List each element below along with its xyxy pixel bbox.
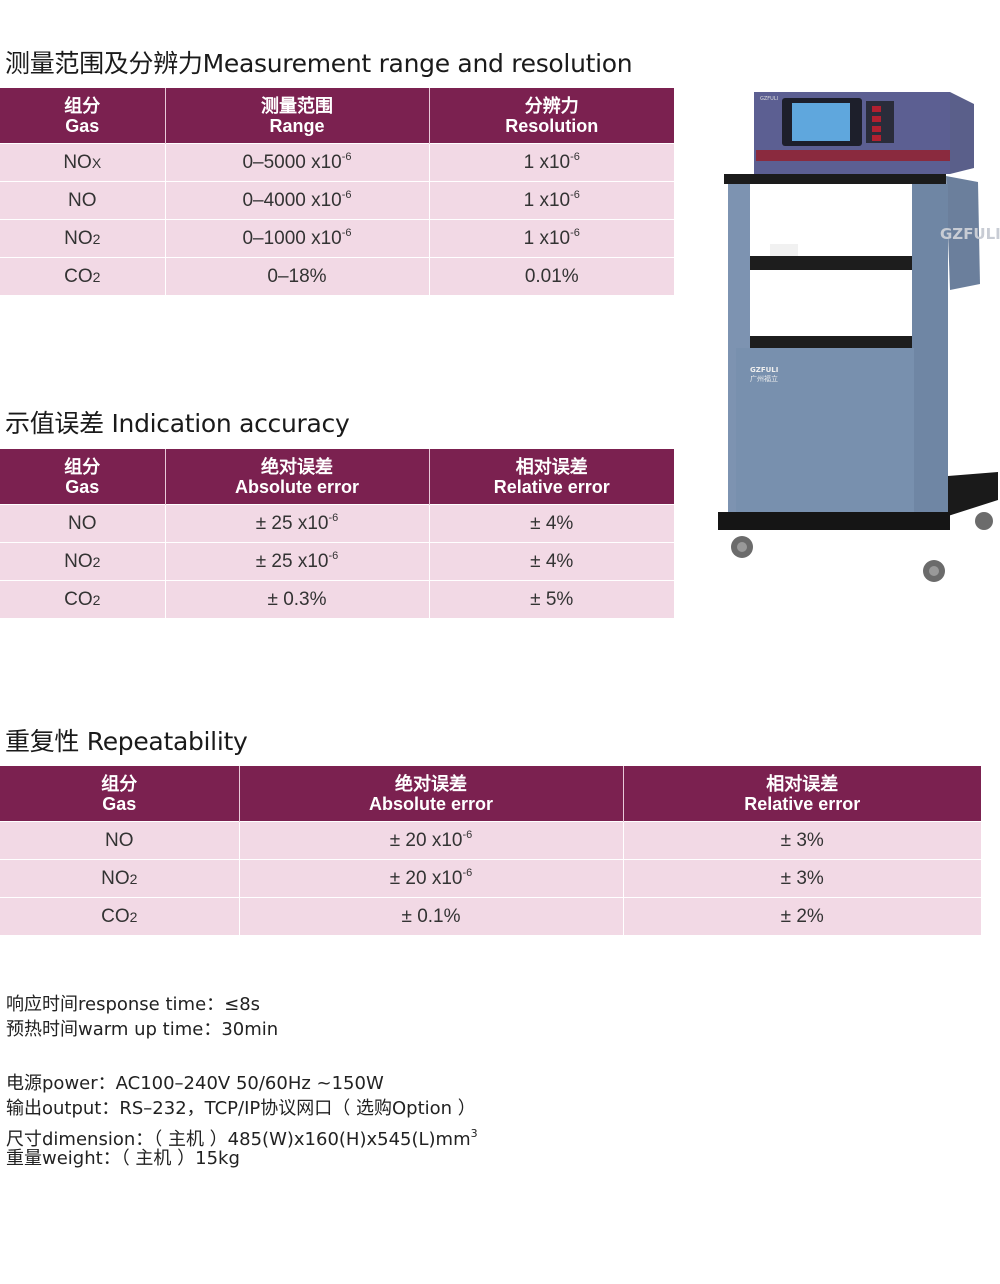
weight: 重量weight：（ 主机 ）15kg [6,1148,240,1169]
header-label-en: Relative error [493,476,610,497]
column-header: 组分 Gas [0,766,240,822]
dimension: 尺寸dimension：（ 主机 ）485(W)x160(H)x545(L)mm… [6,1127,478,1150]
section-title-repeatability: 重复性 Repeatability [5,727,248,756]
table-cell: 0–1000 x10-6 [165,219,430,258]
cabinet [912,184,948,514]
table-row: NO2 ± 20 x10-6 ± 3% [0,859,981,898]
header-label-cn: 绝对误差 [395,773,467,794]
table-cell: ± 5% [429,580,674,618]
table-cell: 0–4000 x10-6 [165,181,430,220]
output: 输出output：RS–232，TCP/IP协议网口（ 选购Option ） [6,1098,476,1119]
table-cell: ± 2% [623,897,981,935]
section-title-measurement: 测量范围及分辨力Measurement range and resolution [5,49,633,78]
header-label-en: Gas [65,476,100,497]
spec-notes: 电源power：AC100–240V 50/60Hz ~150W 输出outpu… [6,1071,478,1171]
repeatability-table: 组分 Gas 绝对误差 Absolute error 相对误差 Relative erro… [0,766,981,935]
section-title-accuracy: 示值误差 Indication accuracy [5,409,350,438]
column-header: 相对误差 Relative error [429,449,674,505]
cabinet-front-logo-cn: 广州福立 [750,374,778,383]
header-label-en: Resolution [505,115,599,136]
table-cell: ± 20 x10-6 [239,859,624,898]
table-cell: 0.01% [429,257,674,295]
wheel-icon [975,512,993,530]
cart-base [718,512,950,530]
table-row: NO2 ± 25 x10-6 ± 4% [0,542,674,581]
header-label-cn: 组分 [64,95,101,116]
table-cell: ± 3% [623,821,981,860]
table-cell: NOX [0,143,166,182]
header-label-cn: 相对误差 [515,456,588,477]
warm-up-time: 预热时间warm up time：30min [6,1019,279,1040]
table-cell: 0–18% [165,257,430,295]
header-label-en: Relative error [744,793,861,814]
cabinet-brand-logo: GZFULI [940,225,1000,243]
table-cell: ± 0.1% [239,897,624,935]
indication-accuracy-table: 组分 Gas 绝对误差 Absolute error 相对误差 Relative erro… [0,449,674,618]
table-cell: 1 x10-6 [429,219,674,258]
header-label-cn: 组分 [101,773,138,794]
table-header-row: 组分 Gas 绝对误差 Absolute error 相对误差 Relative erro… [0,449,674,505]
table-cell: CO2 [0,897,240,935]
table-cell: ± 20 x10-6 [239,821,624,860]
header-label-en: Gas [65,115,100,136]
column-header: 组分 Gas [0,449,166,505]
column-header: 绝对误差 Absolute error [165,449,430,505]
header-label-en: Range [269,115,325,136]
table-cell: NO2 [0,542,166,581]
table-header-row: 组分 Gas 测量范围 Range 分辨力 Resolution [0,88,674,144]
table-cell: ± 25 x10-6 [165,504,430,543]
table-cell: 0–5000 x10-6 [165,143,430,182]
header-label-cn: 组分 [64,456,101,477]
unit-brand-logo: GZFULI [760,96,778,102]
table-cell: NO [0,504,166,543]
header-label-en: Absolute error [368,793,494,814]
response-time: 响应时间response time：≤8s [6,994,261,1015]
table-row: CO2 ± 0.3% ± 5% [0,580,674,618]
table-cell: NO2 [0,219,166,258]
product-photo: GZFULI GZFULI GZFULI 广州福立 [718,92,1000,582]
header-label-en: Gas [102,793,137,814]
measurement-range-table: 组分 Gas 测量范围 Range 分辨力 Resolution NOX 0–5000 x10… [0,88,674,295]
timing-notes: 响应时间response time：≤8s 预热时间warm up time：3… [6,992,278,1042]
cabinet-front-logo: GZFULI [750,366,778,374]
table-cell: 1 x10-6 [429,181,674,220]
table-cell: ± 0.3% [165,580,430,618]
table-cell: NO [0,181,166,220]
table-row: NO ± 20 x10-6 ± 3% [0,821,981,860]
table-row: NO 0–4000 x10-6 1 x10-6 [0,181,674,220]
table-header-row: 组分 Gas 绝对误差 Absolute error 相对误差 Relative erro… [0,766,981,822]
header-label-cn: 相对误差 [766,773,839,794]
header-label-cn: 绝对误差 [261,456,333,477]
table-cell: CO2 [0,257,166,295]
header-label-cn: 测量范围 [261,95,333,116]
table-cell: ± 25 x10-6 [165,542,430,581]
table-row: NOX 0–5000 x10-6 1 x10-6 [0,143,674,182]
table-cell: CO2 [0,580,166,618]
column-header: 测量范围 Range [165,88,430,144]
table-cell: ± 4% [429,542,674,581]
table-cell: NO2 [0,859,240,898]
table-row: CO2 0–18% 0.01% [0,257,674,295]
column-header: 组分 Gas [0,88,166,144]
display-screen-icon [792,103,850,141]
header-label-cn: 分辨力 [524,95,579,116]
table-row: CO2 ± 0.1% ± 2% [0,897,981,935]
power: 电源power：AC100–240V 50/60Hz ~150W [6,1073,384,1094]
table-cell: ± 3% [623,859,981,898]
table-cell: ± 4% [429,504,674,543]
header-label-en: Absolute error [234,476,360,497]
table-cell: NO [0,821,240,860]
table-row: NO ± 25 x10-6 ± 4% [0,504,674,543]
table-cell: 1 x10-6 [429,143,674,182]
column-header: 相对误差 Relative error [623,766,981,822]
column-header: 分辨力 Resolution [429,88,674,144]
column-header: 绝对误差 Absolute error [239,766,624,822]
table-row: NO2 0–1000 x10-6 1 x10-6 [0,219,674,258]
